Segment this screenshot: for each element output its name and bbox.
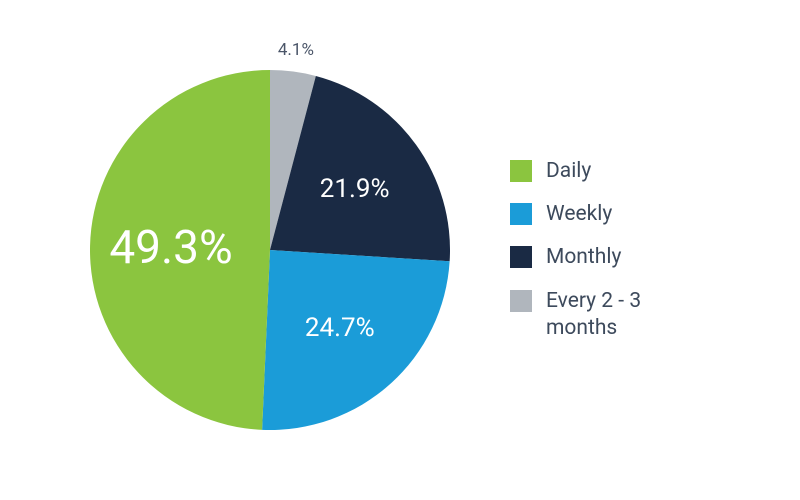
legend-swatch bbox=[510, 203, 532, 225]
pie-chart: 4.1%21.9%24.7%49.3% bbox=[90, 70, 450, 430]
legend-swatch bbox=[510, 160, 532, 182]
slice-label: 24.7% bbox=[305, 313, 375, 343]
slice-label: 49.3% bbox=[109, 221, 232, 275]
legend: Daily Weekly Monthly Every 2 - 3 months bbox=[510, 158, 706, 342]
legend-item-monthly: Monthly bbox=[510, 244, 706, 271]
legend-swatch bbox=[510, 246, 532, 268]
legend-item-weekly: Weekly bbox=[510, 201, 706, 228]
legend-swatch bbox=[510, 290, 532, 312]
legend-label: Every 2 - 3 months bbox=[546, 288, 706, 343]
legend-item-every-2-3-months: Every 2 - 3 months bbox=[510, 288, 706, 343]
legend-label: Monthly bbox=[546, 244, 621, 271]
slice-label: 4.1% bbox=[278, 40, 314, 60]
slice-label: 21.9% bbox=[320, 174, 390, 204]
legend-label: Weekly bbox=[546, 201, 612, 228]
legend-label: Daily bbox=[546, 158, 591, 185]
legend-item-daily: Daily bbox=[510, 158, 706, 185]
